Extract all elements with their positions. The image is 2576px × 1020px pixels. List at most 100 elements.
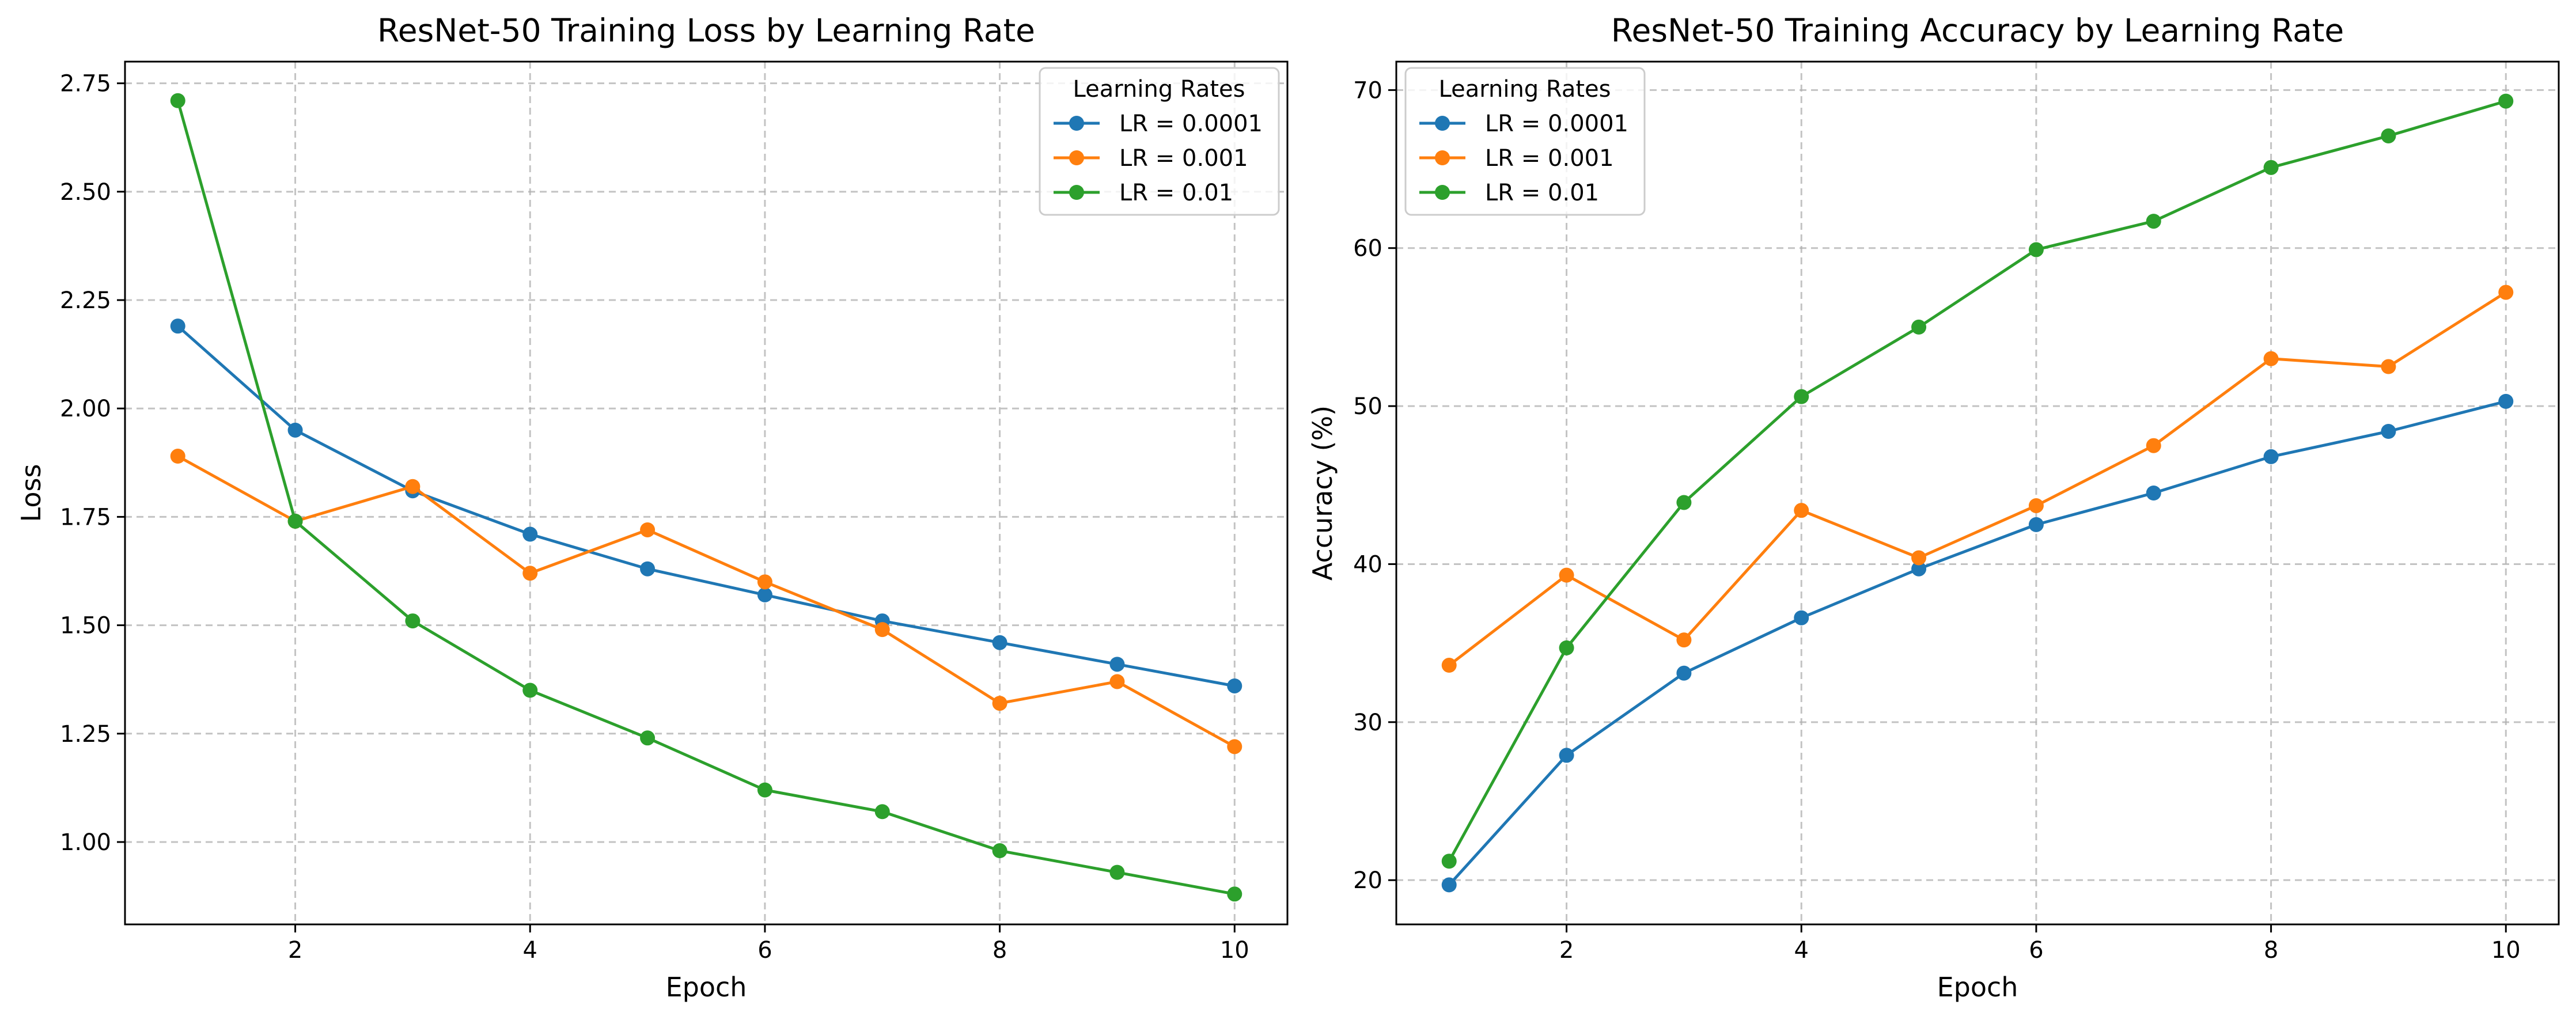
data-point bbox=[1676, 495, 1692, 510]
plot-area bbox=[124, 60, 1289, 926]
data-point bbox=[1109, 864, 1125, 880]
data-point bbox=[1559, 748, 1574, 763]
data-point bbox=[992, 696, 1007, 711]
series-line bbox=[1448, 100, 2506, 862]
chart-title: ResNet-50 Training Accuracy by Learning … bbox=[1611, 12, 2344, 49]
y-tick-label: 60 bbox=[1353, 236, 1382, 262]
data-point bbox=[170, 449, 185, 464]
data-point bbox=[992, 635, 1007, 650]
data-point bbox=[874, 622, 890, 638]
data-point bbox=[522, 566, 538, 581]
x-tick-label: 6 bbox=[757, 937, 772, 964]
y-tick-label: 2.75 bbox=[60, 71, 111, 97]
legend-marker bbox=[1069, 116, 1084, 131]
legend-marker bbox=[1435, 150, 1450, 165]
data-point bbox=[640, 730, 656, 746]
legend-title: Learning Rates bbox=[1439, 76, 1611, 103]
x-tick-label: 4 bbox=[523, 937, 537, 964]
legend-marker bbox=[1069, 185, 1084, 200]
data-point bbox=[2381, 424, 2396, 439]
data-point bbox=[522, 526, 538, 542]
data-point bbox=[1109, 657, 1125, 672]
x-tick-label: 8 bbox=[2264, 937, 2278, 964]
legend-entries: LR = 0.0001 LR = 0.001 LR = 0.01 bbox=[1419, 111, 1628, 206]
data-point bbox=[992, 843, 1007, 859]
y-ticks: 1.00 1.25 1.50 1.75 2.00 2.25 2.50 2.75 bbox=[60, 71, 125, 856]
legend-marker bbox=[1069, 150, 1084, 165]
x-tick-label: 6 bbox=[2029, 937, 2043, 964]
data-point bbox=[522, 682, 538, 698]
data-point bbox=[1227, 678, 1242, 693]
y-tick-label: 1.25 bbox=[60, 721, 111, 748]
data-point bbox=[2498, 285, 2514, 300]
data-point bbox=[2263, 449, 2279, 464]
x-tick-label: 2 bbox=[1559, 937, 1574, 964]
y-tick-label: 2.25 bbox=[60, 287, 111, 314]
data-point bbox=[2028, 498, 2044, 513]
data-point bbox=[757, 782, 772, 798]
data-point bbox=[2146, 438, 2161, 453]
x-tick-label: 10 bbox=[1220, 937, 1249, 964]
data-point bbox=[2498, 393, 2514, 409]
data-point bbox=[170, 318, 185, 334]
y-axis-label: Accuracy (%) bbox=[1307, 405, 1338, 581]
y-tick-label: 1.00 bbox=[60, 829, 111, 856]
x-axis-label: Epoch bbox=[1937, 972, 2018, 1003]
data-point bbox=[1676, 665, 1692, 681]
data-point bbox=[2263, 351, 2279, 366]
legend-label: LR = 0.0001 bbox=[1119, 111, 1263, 137]
data-point bbox=[757, 574, 772, 590]
data-point bbox=[640, 561, 656, 577]
data-point bbox=[2028, 517, 2044, 532]
data-point bbox=[1559, 640, 1574, 655]
data-point bbox=[405, 613, 421, 629]
data-point bbox=[1227, 886, 1242, 902]
legend-entries: LR = 0.0001 LR = 0.001 LR = 0.01 bbox=[1054, 111, 1263, 206]
legend-box bbox=[1404, 67, 1646, 216]
x-tick-label: 2 bbox=[288, 937, 302, 964]
loss-chart: ResNet-50 Training Loss by Learning Rate… bbox=[16, 12, 1289, 1003]
x-ticks: 2 4 6 8 10 bbox=[1559, 924, 2521, 964]
x-ticks: 2 4 6 8 10 bbox=[288, 924, 1249, 964]
series-group bbox=[1441, 93, 2514, 893]
data-point bbox=[2381, 359, 2396, 374]
series-line bbox=[1448, 400, 2506, 886]
y-tick-label: 20 bbox=[1353, 867, 1382, 894]
data-point bbox=[757, 587, 772, 602]
y-tick-label: 2.50 bbox=[60, 179, 111, 206]
x-axis-label: Epoch bbox=[666, 972, 747, 1003]
y-axis-label: Loss bbox=[16, 464, 47, 522]
legend-label: LR = 0.001 bbox=[1119, 145, 1248, 172]
series-line bbox=[177, 454, 1236, 748]
x-tick-label: 8 bbox=[992, 937, 1007, 964]
data-point bbox=[1227, 739, 1242, 754]
legend-box bbox=[1039, 67, 1280, 216]
data-point bbox=[2028, 242, 2044, 257]
data-point bbox=[1911, 319, 1927, 335]
chart-title: ResNet-50 Training Loss by Learning Rate bbox=[377, 12, 1035, 49]
data-point bbox=[2146, 486, 2161, 500]
y-tick-label: 2.00 bbox=[60, 396, 111, 422]
series-group bbox=[170, 93, 1242, 902]
data-point bbox=[1559, 567, 1574, 583]
series-line bbox=[176, 100, 1235, 896]
data-point bbox=[1441, 854, 1457, 869]
series-line bbox=[1448, 291, 2507, 667]
y-ticks: 20 30 40 50 60 70 bbox=[1353, 77, 1396, 894]
data-point bbox=[1441, 658, 1457, 673]
legend-title: Learning Rates bbox=[1073, 76, 1245, 103]
accuracy-chart: ResNet-50 Training Accuracy by Learning … bbox=[1307, 12, 2560, 1003]
legend-label: LR = 0.01 bbox=[1485, 180, 1599, 206]
series-line bbox=[177, 325, 1235, 688]
data-point bbox=[1794, 610, 1809, 625]
legend-label: LR = 0.0001 bbox=[1485, 111, 1628, 137]
y-tick-label: 70 bbox=[1353, 77, 1382, 104]
x-tick-label: 4 bbox=[1794, 937, 1809, 964]
legend-marker bbox=[1435, 185, 1450, 200]
y-tick-label: 50 bbox=[1353, 393, 1382, 420]
data-point bbox=[1911, 561, 1927, 577]
data-point bbox=[287, 422, 303, 438]
data-point bbox=[1676, 632, 1692, 648]
